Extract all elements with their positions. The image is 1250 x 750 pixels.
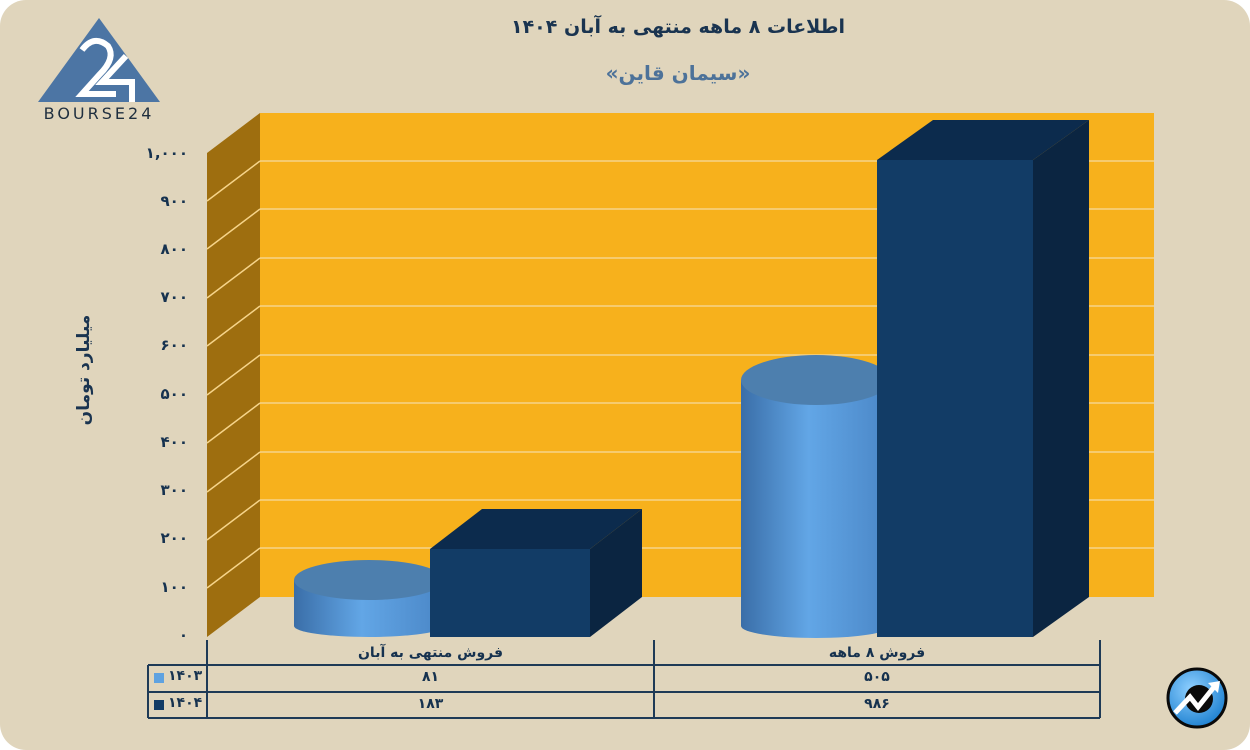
- y-tick: ۶۰۰: [160, 336, 188, 354]
- y-tick: ۳۰۰: [160, 481, 188, 499]
- table-cell: ۵۰۵: [864, 669, 890, 685]
- table-cell: ۹۸۶: [864, 696, 890, 712]
- data-table-grid: [147, 640, 1101, 719]
- y-tick: ۱۰۰: [160, 578, 188, 596]
- table-cell: ۸۱: [421, 669, 440, 685]
- y-tick: ۴۰۰: [160, 433, 188, 451]
- bar-1404-8month: [877, 120, 1089, 637]
- table-cell: ۱۸۳: [417, 696, 444, 712]
- bourse24-logo-icon: [38, 18, 160, 102]
- legend-swatch-1403: [154, 673, 164, 683]
- bar-1403-8month: [741, 355, 891, 638]
- legend-swatch-1404: [154, 700, 164, 710]
- y-tick: ۲۰۰: [160, 529, 188, 547]
- y-tick: ۰: [178, 626, 188, 644]
- trend-up-badge-icon: [1166, 667, 1228, 729]
- table-column-header: فروش ۸ ماهه: [828, 645, 926, 661]
- y-tick: ۸۰۰: [160, 240, 188, 258]
- bar-1403-monthly: [294, 560, 444, 637]
- y-tick: ۷۰۰: [160, 288, 188, 306]
- bar-1404-monthly: [430, 509, 642, 637]
- logo-text: BOURSE24: [43, 104, 155, 123]
- table-row-label: ۱۴۰۳: [168, 668, 203, 684]
- table-row-label: ۱۴۰۴: [168, 695, 203, 711]
- y-tick: ۹۰۰: [160, 192, 188, 210]
- chart-subtitle: «سیمان قاین»: [605, 61, 751, 85]
- y-tick: ۵۰۰: [160, 385, 188, 403]
- chart-title: اطلاعات ۸ ماهه منتهی به آبان ۱۴۰۴: [510, 16, 846, 38]
- y-tick: ۱,۰۰۰: [145, 144, 188, 162]
- table-column-header: فروش منتهی به آبان: [357, 645, 504, 661]
